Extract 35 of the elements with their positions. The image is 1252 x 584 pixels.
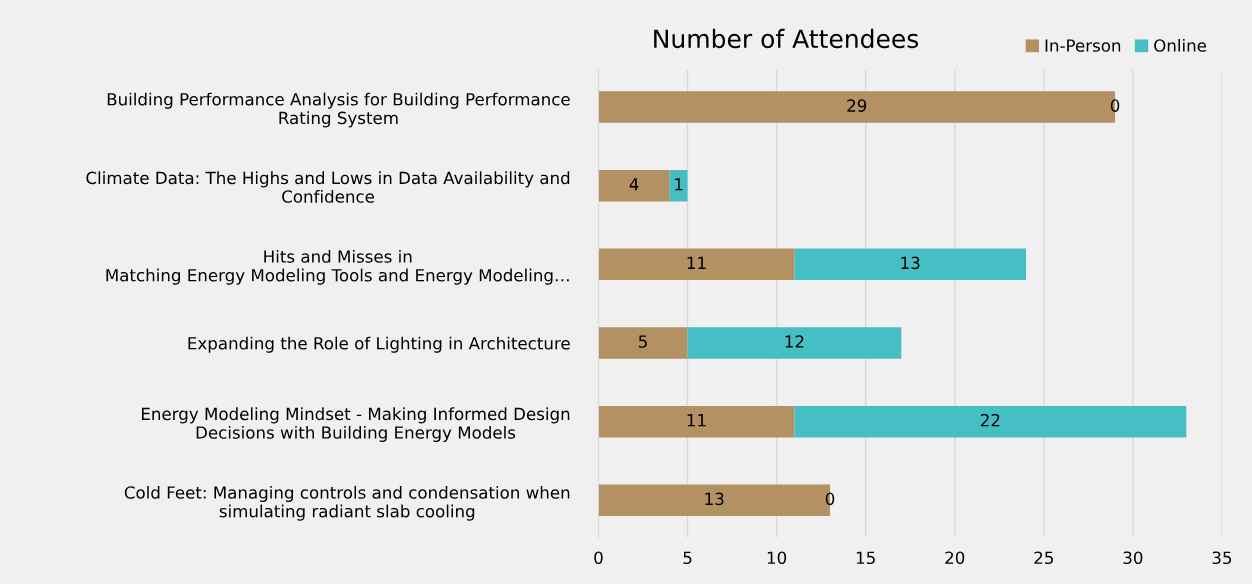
y-tick-label: Cold Feet: Managing controls and condensation when simulating radiant slab cooling <box>124 485 570 521</box>
data-label: 29 <box>847 99 867 112</box>
x-tick-label: 35 <box>1212 551 1232 565</box>
x-tick-label: 30 <box>1123 551 1143 565</box>
bar <box>598 405 795 438</box>
bar <box>669 169 688 202</box>
y-tick-label: Expanding the Role of Lighting in Architecture <box>188 336 570 353</box>
y-tick-label: Building Performance Analysis for Building Performance Rating System <box>107 92 570 128</box>
data-label: 5 <box>638 335 647 348</box>
x-tick-label: 15 <box>856 551 875 565</box>
bar <box>794 405 1187 438</box>
data-label: 4 <box>629 178 639 191</box>
x-tick-label: 0 <box>594 551 603 565</box>
x-tick-label: 5 <box>683 551 692 565</box>
bar <box>598 248 795 281</box>
chart-title: Number of Attendees <box>654 28 919 49</box>
y-tick-label: Climate Data: The Highs and Lows in Data Availability and Confidence <box>86 171 570 203</box>
bar <box>794 248 1026 281</box>
y-tick-label: Energy Modeling Mindset - Making Informed Design Decisions with Building Energy Models <box>141 407 570 443</box>
data-label: 13 <box>901 256 920 270</box>
legend-label: Online <box>1154 38 1207 52</box>
x-tick-label: 10 <box>767 551 787 565</box>
legend-label: In-Person <box>1045 39 1121 52</box>
data-label: 11 <box>687 256 706 269</box>
data-label: 11 <box>687 414 706 427</box>
data-label: 12 <box>785 335 804 348</box>
data-label: 1 <box>675 178 683 191</box>
x-tick-label: 20 <box>945 551 965 565</box>
bar <box>598 327 688 359</box>
y-tick-label: Hits and Misses in Matching Energy Modeling Tools and Energy Modeling… <box>106 249 569 285</box>
bar <box>598 169 670 202</box>
data-label: 13 <box>705 492 724 506</box>
x-tick-label: 25 <box>1034 551 1053 565</box>
data-label: 22 <box>980 413 1000 427</box>
bar <box>687 327 902 359</box>
